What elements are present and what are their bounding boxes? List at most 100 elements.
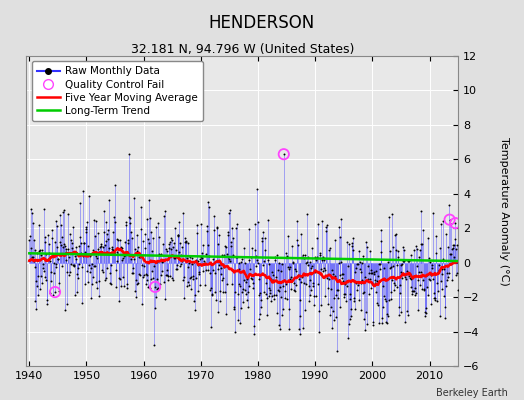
- Point: [397, 268, 405, 275]
- Point: [192, 222, 201, 229]
- Point: [74, 261, 83, 267]
- Point: [224, 232, 233, 238]
- Point: [305, 258, 314, 265]
- Point: [138, 274, 147, 281]
- Point: [207, 324, 215, 330]
- Point: [377, 238, 386, 244]
- Point: [414, 254, 423, 260]
- Point: [101, 277, 109, 284]
- Point: [305, 298, 313, 304]
- Point: [67, 237, 75, 243]
- Point: [264, 217, 272, 224]
- Point: [375, 261, 383, 267]
- Point: [294, 276, 303, 282]
- Point: [286, 276, 294, 282]
- Point: [27, 206, 35, 212]
- Point: [53, 255, 62, 262]
- Point: [427, 270, 435, 277]
- Point: [191, 292, 199, 298]
- Point: [278, 312, 287, 318]
- Point: [57, 242, 65, 248]
- Point: [416, 282, 424, 288]
- Point: [196, 254, 205, 260]
- Point: [54, 280, 63, 286]
- Point: [96, 243, 104, 250]
- Point: [448, 277, 456, 283]
- Point: [335, 234, 344, 240]
- Point: [115, 275, 123, 281]
- Point: [289, 260, 298, 267]
- Point: [248, 276, 257, 282]
- Point: [66, 231, 74, 238]
- Point: [185, 259, 193, 266]
- Point: [52, 264, 60, 270]
- Point: [311, 293, 320, 299]
- Point: [355, 297, 363, 304]
- Point: [199, 242, 207, 248]
- Point: [40, 206, 48, 212]
- Point: [443, 277, 451, 284]
- Point: [126, 220, 135, 226]
- Point: [252, 252, 260, 259]
- Point: [398, 275, 406, 281]
- Point: [432, 250, 440, 256]
- Point: [296, 331, 304, 338]
- Point: [238, 286, 247, 292]
- Point: [270, 256, 279, 263]
- Point: [169, 244, 178, 250]
- Point: [90, 217, 98, 223]
- Point: [445, 270, 453, 277]
- Point: [394, 248, 402, 254]
- Point: [280, 151, 288, 158]
- Point: [26, 250, 34, 256]
- Point: [82, 226, 90, 232]
- Point: [310, 302, 318, 308]
- Point: [78, 300, 86, 306]
- Point: [181, 238, 190, 244]
- Point: [439, 256, 447, 262]
- Point: [262, 280, 270, 286]
- Point: [326, 272, 335, 278]
- Point: [337, 216, 345, 222]
- Point: [283, 296, 291, 303]
- Point: [132, 294, 140, 300]
- Point: [397, 309, 406, 316]
- Point: [125, 150, 133, 157]
- Point: [174, 219, 183, 225]
- Point: [385, 297, 393, 303]
- Point: [412, 263, 421, 269]
- Point: [438, 270, 446, 277]
- Point: [380, 292, 388, 299]
- Point: [254, 260, 262, 266]
- Point: [114, 251, 123, 257]
- Point: [249, 331, 258, 337]
- Point: [88, 260, 96, 267]
- Point: [121, 252, 129, 258]
- Point: [99, 244, 107, 250]
- Point: [164, 273, 172, 280]
- Point: [110, 214, 118, 220]
- Point: [152, 286, 161, 292]
- Y-axis label: Temperature Anomaly (°C): Temperature Anomaly (°C): [499, 137, 509, 286]
- Point: [279, 306, 288, 312]
- Point: [173, 266, 181, 272]
- Point: [454, 287, 462, 294]
- Point: [348, 235, 357, 242]
- Point: [189, 276, 198, 283]
- Point: [304, 283, 313, 289]
- Point: [257, 304, 266, 310]
- Point: [350, 295, 358, 302]
- Point: [235, 260, 243, 267]
- Point: [180, 274, 188, 280]
- Point: [303, 211, 311, 218]
- Point: [38, 264, 47, 271]
- Point: [138, 262, 146, 268]
- Point: [288, 276, 296, 283]
- Point: [127, 229, 135, 235]
- Point: [83, 268, 91, 274]
- Point: [168, 236, 176, 243]
- Point: [144, 236, 152, 242]
- Point: [332, 314, 340, 320]
- Point: [201, 267, 210, 273]
- Point: [398, 260, 407, 267]
